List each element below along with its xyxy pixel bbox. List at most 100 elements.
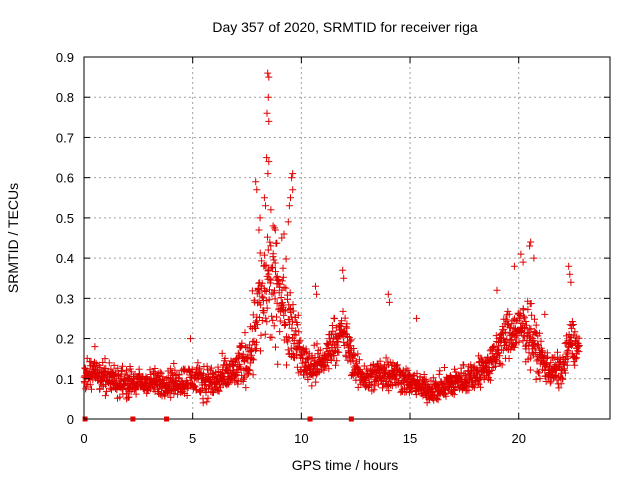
baseline-marker bbox=[307, 416, 313, 422]
data-point bbox=[276, 328, 284, 336]
data-point bbox=[385, 387, 393, 395]
grid-layer bbox=[84, 57, 610, 419]
data-point bbox=[354, 350, 362, 358]
data-point bbox=[279, 273, 287, 281]
data-point bbox=[355, 356, 363, 364]
data-point bbox=[549, 354, 557, 362]
data-point bbox=[265, 296, 273, 304]
data-point bbox=[334, 337, 342, 345]
data-point bbox=[252, 346, 260, 354]
data-point bbox=[263, 318, 271, 326]
y-tick-label: 0.1 bbox=[56, 372, 74, 387]
data-point bbox=[350, 345, 358, 352]
data-point bbox=[250, 356, 257, 364]
data-point bbox=[215, 387, 223, 395]
data-point bbox=[536, 329, 544, 337]
data-point bbox=[101, 392, 109, 400]
data-point bbox=[504, 307, 512, 315]
data-point bbox=[99, 359, 107, 366]
data-point bbox=[86, 381, 94, 389]
data-point bbox=[272, 343, 279, 351]
data-point bbox=[569, 321, 577, 328]
data-point bbox=[339, 307, 347, 315]
outlier-point bbox=[493, 286, 501, 294]
data-point bbox=[156, 368, 164, 376]
data-point bbox=[207, 364, 215, 372]
data-point bbox=[266, 238, 274, 246]
data-point bbox=[279, 264, 287, 272]
data-point bbox=[508, 320, 516, 328]
data-point bbox=[279, 299, 286, 307]
data-point bbox=[470, 384, 478, 392]
data-point bbox=[258, 279, 266, 287]
data-point bbox=[239, 350, 247, 358]
data-point bbox=[571, 328, 579, 336]
data-point bbox=[269, 316, 277, 324]
data-point bbox=[224, 379, 232, 386]
data-point bbox=[516, 312, 524, 319]
y-tick-label: 0.4 bbox=[56, 251, 74, 266]
data-point bbox=[271, 295, 279, 303]
data-point bbox=[522, 318, 530, 325]
points-layer bbox=[80, 69, 583, 422]
data-point bbox=[279, 303, 287, 311]
data-point bbox=[281, 322, 289, 329]
data-point bbox=[263, 304, 271, 312]
data-point bbox=[282, 284, 290, 292]
data-point bbox=[260, 309, 268, 317]
data-point bbox=[270, 322, 278, 330]
data-point bbox=[268, 333, 276, 341]
outlier-point bbox=[567, 278, 575, 286]
data-point bbox=[254, 321, 262, 329]
data-point bbox=[271, 287, 278, 295]
data-point bbox=[402, 365, 410, 373]
data-point bbox=[507, 336, 515, 344]
data-point bbox=[537, 337, 545, 345]
data-point bbox=[404, 366, 412, 374]
outlier-point bbox=[565, 262, 573, 270]
outlier-point bbox=[256, 214, 264, 222]
data-point bbox=[227, 375, 235, 383]
data-point bbox=[325, 350, 333, 358]
baseline-marker bbox=[130, 416, 136, 422]
data-point bbox=[536, 375, 544, 383]
data-point bbox=[278, 277, 286, 285]
data-point bbox=[295, 328, 303, 336]
data-point bbox=[382, 354, 390, 362]
data-point bbox=[532, 321, 540, 329]
data-point bbox=[262, 288, 270, 295]
data-point bbox=[351, 351, 359, 359]
data-point bbox=[166, 365, 174, 373]
y-tick-label: 0.6 bbox=[56, 171, 74, 186]
data-point bbox=[554, 348, 561, 356]
data-point bbox=[267, 276, 275, 284]
data-point bbox=[534, 340, 542, 348]
x-axis-label: GPS time / hours bbox=[292, 457, 399, 473]
data-point bbox=[167, 393, 175, 401]
data-point bbox=[170, 360, 178, 367]
outlier-point bbox=[280, 230, 288, 238]
outlier-point bbox=[530, 254, 538, 262]
outlier-point bbox=[527, 238, 535, 246]
data-point bbox=[568, 342, 576, 349]
chart-title: Day 357 of 2020, SRMTID for receiver rig… bbox=[212, 19, 478, 35]
data-point bbox=[277, 294, 285, 301]
outlier-point bbox=[264, 170, 272, 178]
data-point bbox=[375, 365, 383, 373]
data-point bbox=[203, 398, 211, 406]
data-point bbox=[561, 369, 569, 377]
outlier-point bbox=[91, 343, 99, 351]
outlier-point bbox=[541, 310, 549, 318]
data-point bbox=[533, 367, 541, 375]
data-point bbox=[210, 389, 217, 397]
data-point bbox=[290, 331, 298, 338]
data-point bbox=[288, 350, 296, 357]
y-tick-label: 0.3 bbox=[56, 291, 74, 306]
x-tick-label: 5 bbox=[189, 431, 196, 446]
data-point bbox=[261, 287, 269, 295]
plot-frame bbox=[83, 56, 611, 420]
data-point bbox=[520, 312, 528, 320]
data-point bbox=[284, 338, 292, 346]
data-point bbox=[541, 367, 549, 374]
outlier-point bbox=[262, 202, 269, 210]
